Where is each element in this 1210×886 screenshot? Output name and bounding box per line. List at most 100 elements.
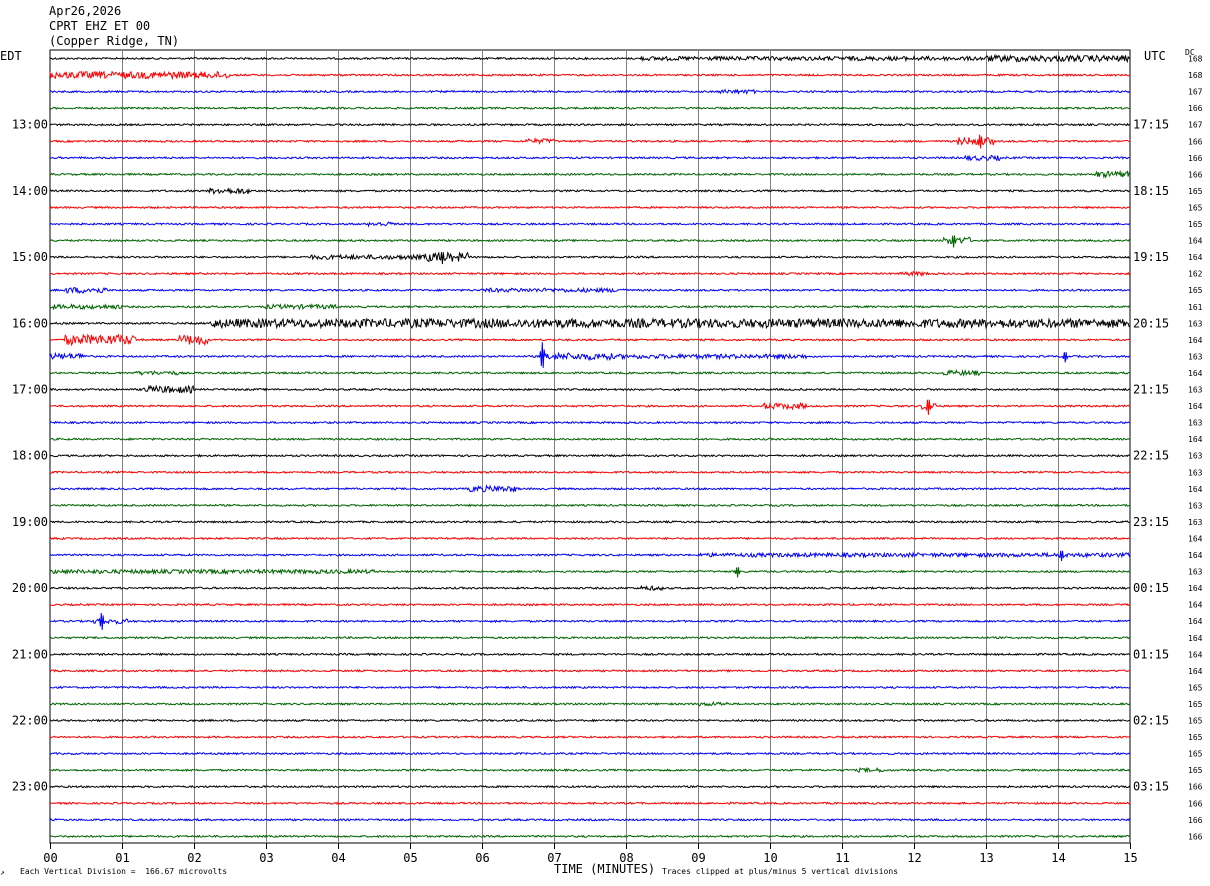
utc-hour-label: 00:15	[1133, 581, 1169, 595]
dc-offset-label: 165	[1188, 203, 1203, 212]
x-tick-label: 05	[403, 851, 417, 865]
dc-offset-label: 166	[1188, 799, 1203, 808]
x-tick-label: 08	[619, 851, 633, 865]
dc-offset-label: 164	[1188, 634, 1203, 643]
utc-hour-label: 17:15	[1133, 118, 1169, 132]
trace-line-25	[49, 470, 1131, 475]
x-tick-label: 15	[1123, 851, 1137, 865]
utc-hour-label: 18:15	[1133, 184, 1169, 198]
edt-hour-label: 15:00	[12, 250, 48, 264]
trace-line-34	[49, 612, 1131, 631]
station-code: CPRT EHZ ET 00	[49, 19, 151, 33]
dc-offset-label: 164	[1188, 601, 1203, 610]
utc-hour-label: 02:15	[1133, 714, 1169, 728]
trace-line-43	[49, 766, 1131, 774]
dc-offset-label: 166	[1188, 104, 1203, 113]
trace-line-3	[49, 106, 1131, 111]
trace-line-42	[49, 751, 1131, 756]
corner-mark: ↗	[0, 868, 5, 877]
trace-line-40	[49, 718, 1131, 723]
dc-offset-label: 163	[1188, 452, 1203, 461]
trace-line-20	[49, 384, 1131, 394]
x-tick-label: 02	[187, 851, 201, 865]
trace-line-38	[49, 685, 1131, 690]
trace-line-15	[49, 303, 1131, 311]
dc-offset-label: 165	[1188, 220, 1203, 229]
trace-line-30	[49, 550, 1131, 562]
dc-offset-label: 166	[1188, 816, 1203, 825]
edt-hour-label: 18:00	[12, 449, 48, 463]
trace-line-22	[49, 420, 1131, 425]
trace-line-29	[49, 536, 1131, 541]
plot-frame	[49, 49, 1131, 844]
trace-line-17	[49, 333, 1131, 347]
trace-line-7	[49, 169, 1131, 179]
utc-hour-label: 21:15	[1133, 383, 1169, 397]
dc-offset-label: 163	[1188, 501, 1203, 510]
trace-line-36	[49, 652, 1131, 657]
trace-line-11	[49, 235, 1131, 248]
trace-line-47	[49, 834, 1131, 839]
dc-offset-label: 166	[1188, 783, 1203, 792]
edt-hour-label: 19:00	[12, 515, 48, 529]
trace-line-12	[49, 251, 1131, 265]
utc-hour-label: 01:15	[1133, 647, 1169, 661]
dc-offset-label: 164	[1188, 551, 1203, 560]
x-tick-label: 07	[547, 851, 561, 865]
trace-line-26	[49, 484, 1131, 493]
trace-line-37	[49, 668, 1130, 673]
trace-line-23	[49, 437, 1131, 442]
dc-offset-label: 164	[1188, 485, 1203, 494]
dc-offset-label: 164	[1188, 237, 1203, 246]
dc-offset-label: 163	[1188, 352, 1203, 361]
x-tick-label: 01	[115, 851, 129, 865]
dc-offset-label: 162	[1188, 270, 1203, 279]
trace-line-10	[49, 221, 1131, 228]
dc-offset-label: 164	[1188, 534, 1203, 543]
trace-line-46	[49, 817, 1131, 822]
edt-hour-label: 14:00	[12, 184, 48, 198]
edt-hour-label: 20:00	[12, 581, 48, 595]
edt-hour-label: 22:00	[12, 714, 48, 728]
dc-offset-label: 165	[1188, 683, 1203, 692]
trace-line-6	[49, 154, 1131, 162]
x-tick-label: 09	[691, 851, 705, 865]
x-tick-label: 04	[331, 851, 345, 865]
edt-hour-label: 21:00	[12, 647, 48, 661]
x-tick-label: 11	[835, 851, 849, 865]
scale-note: Each Vertical Division = 166.67 microvol…	[20, 867, 228, 876]
dc-offset-label: 166	[1188, 170, 1203, 179]
dc-offset-label: 163	[1188, 568, 1203, 577]
dc-offset-label: 166	[1188, 832, 1203, 841]
trace-line-13	[49, 270, 1131, 278]
x-axis-title: TIME (MINUTES)	[554, 862, 656, 876]
x-tick-label: 13	[979, 851, 993, 865]
utc-hour-label: 23:15	[1133, 515, 1169, 529]
right-timezone-label: UTC	[1144, 49, 1166, 63]
dc-offset-label: 165	[1188, 187, 1203, 196]
dc-offset-label: 165	[1188, 766, 1203, 775]
trace-line-35	[49, 635, 1131, 640]
dc-offset-label: 163	[1188, 518, 1203, 527]
trace-line-5	[49, 134, 1131, 149]
trace-line-31	[49, 567, 1131, 578]
dc-offset-label: 164	[1188, 667, 1203, 676]
dc-offset-label: 164	[1188, 650, 1203, 659]
x-tick-label: 00	[43, 851, 57, 865]
x-tick-label: 12	[907, 851, 921, 865]
trace-line-1	[49, 70, 1131, 81]
dc-offset-label: 167	[1188, 88, 1203, 97]
dc-offset-label: 165	[1188, 717, 1203, 726]
dc-offset-label: 164	[1188, 253, 1203, 262]
trace-line-0	[49, 53, 1131, 64]
edt-hour-label: 13:00	[12, 118, 48, 132]
trace-line-39	[49, 700, 1131, 707]
trace-line-28	[49, 519, 1131, 524]
edt-hour-label: 17:00	[12, 383, 48, 397]
x-tick-label: 14	[1051, 851, 1065, 865]
utc-hour-label: 22:15	[1133, 449, 1169, 463]
station-location: (Copper Ridge, TN)	[49, 34, 180, 48]
utc-hour-label: 19:15	[1133, 250, 1169, 264]
dc-offset-label: 166	[1188, 137, 1203, 146]
